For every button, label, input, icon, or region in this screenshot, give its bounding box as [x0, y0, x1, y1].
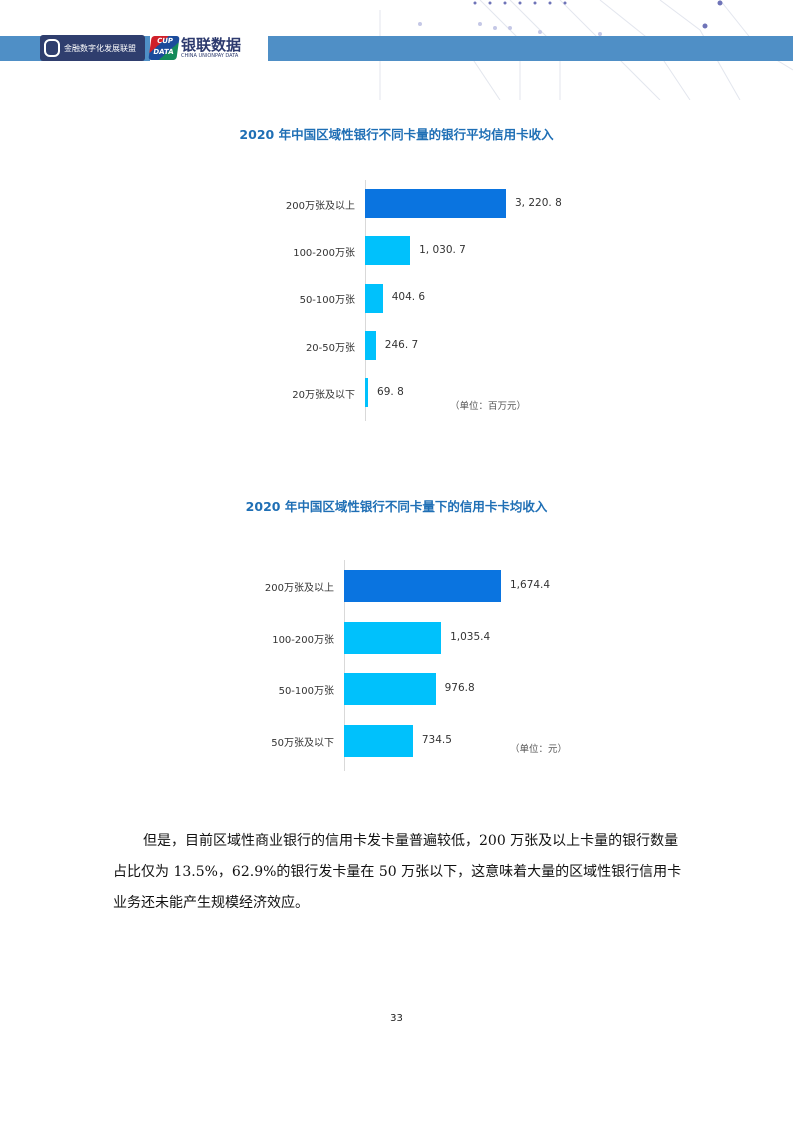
chart1-category-label: 50-100万张	[299, 295, 355, 307]
chart1-title: 2020 年中国区域性银行不同卡量的银行平均信用卡收入	[239, 127, 554, 142]
logo2-cn: 银联数据	[181, 35, 242, 54]
chart2-data-label: 1,035.4	[450, 630, 491, 643]
fdda-logo: 金融数字化发展联盟	[40, 35, 145, 61]
chart1-category-label: 20-50万张	[305, 342, 355, 354]
chart1-data-label: 69. 8	[377, 385, 404, 398]
chart2-category-label: 200万张及以上	[264, 582, 334, 594]
chart1-data-label: 1, 030. 7	[419, 243, 466, 256]
chart1-bar	[365, 236, 411, 266]
chart1-bar	[365, 189, 506, 219]
chart2-bar	[344, 673, 436, 706]
chart2-title: 2020 年中国区域性银行不同卡量下的信用卡卡均收入	[245, 499, 548, 514]
chart1-data-label: 246. 7	[384, 338, 419, 351]
cup-badge-icon: CUP DATA	[148, 36, 180, 60]
chart1-data-label: 3, 220. 8	[515, 196, 562, 209]
chart2-bar	[344, 569, 501, 602]
body-paragraph: 但是，目前区域性商业银行的信用卡发卡量普遍较低，200 万张及以上卡量的银行数量…	[113, 833, 682, 911]
chart2-category-label: 50-100万张	[278, 686, 334, 698]
logo2-en: CHINA UNIONPAY DATA	[181, 52, 239, 59]
chart1-data-label: 404. 6	[391, 291, 426, 304]
chart1-unit: （单位：百万元）	[450, 401, 527, 412]
chart1-bar	[365, 331, 376, 361]
chart1-bar	[365, 378, 369, 408]
chart1-bar	[365, 283, 383, 313]
logo1-text: 金融数字化发展联盟	[64, 43, 136, 53]
chart2-data-label: 734.5	[421, 733, 452, 746]
page-number: 33	[390, 1013, 403, 1024]
chart1-category-label: 100-200万张	[293, 247, 355, 259]
chart2-bar	[344, 621, 442, 654]
cup-data-logo: CUP DATA 银联数据 CHINA UNIONPAY DATA	[148, 34, 268, 62]
chart2-data-label: 1,674.4	[510, 578, 551, 591]
chart1-category-label: 20万张及以下	[292, 389, 355, 401]
chart2-unit: （单位：元）	[510, 744, 568, 755]
chart2-category-label: 50万张及以下	[271, 737, 334, 749]
chart2-axis	[344, 560, 345, 771]
chart2-data-label: 976.8	[444, 682, 475, 695]
logo-mark-icon	[44, 39, 60, 57]
chart2-category-label: 100-200万张	[272, 634, 334, 646]
chart2-bar	[344, 724, 413, 757]
chart1-category-label: 200万张及以上	[285, 200, 355, 212]
